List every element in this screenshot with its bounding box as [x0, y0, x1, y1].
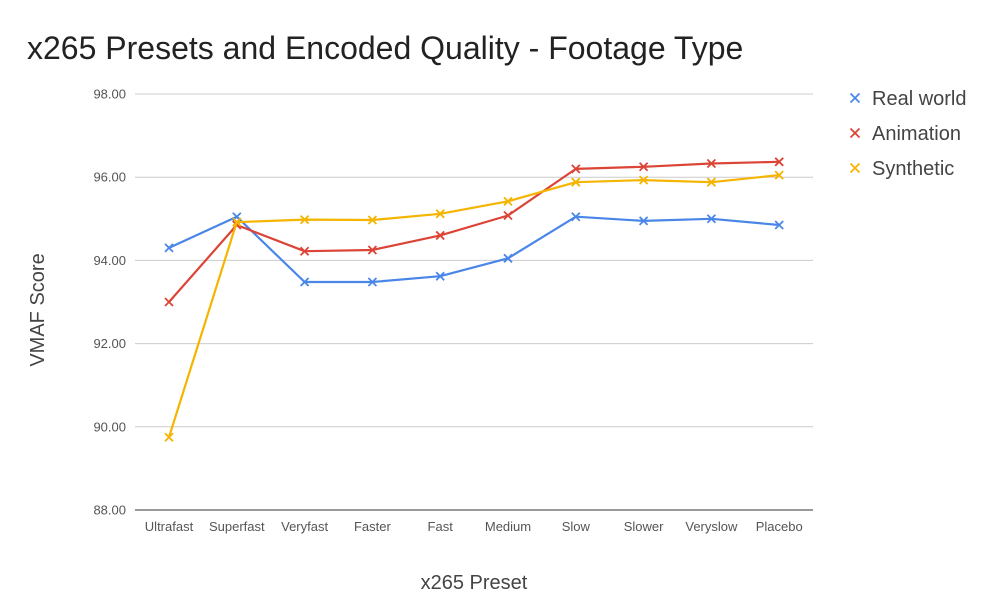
series-line [168, 160, 780, 303]
y-tick-label: 90.00 [93, 419, 126, 434]
data-point [571, 212, 581, 222]
y-tick-label: 88.00 [93, 503, 126, 518]
data-point [774, 157, 784, 167]
legend-marker [849, 127, 861, 139]
legend-label: Animation [872, 123, 961, 145]
x-tick-label: Fast [428, 519, 454, 534]
legend-item: Real world [849, 88, 966, 110]
data-point [164, 432, 174, 442]
y-axis-title: VMAF Score [27, 253, 49, 366]
x-tick-label: Slower [624, 519, 664, 534]
data-point [299, 214, 310, 225]
x-tick-label: Ultrafast [145, 519, 194, 534]
data-point [706, 158, 717, 169]
x-tick-label: Slow [562, 519, 591, 534]
data-point [503, 253, 513, 263]
y-axis-ticks: 88.00 90.00 92.00 94.00 96.00 98.00 [93, 87, 126, 518]
data-point [706, 214, 717, 224]
data-point [232, 217, 242, 227]
legend-marker [849, 92, 861, 104]
data-point [367, 277, 378, 287]
data-point [299, 246, 310, 256]
data-point [164, 297, 174, 307]
legend-label: Synthetic [872, 158, 954, 180]
y-tick-label: 94.00 [93, 253, 126, 268]
data-point [571, 177, 581, 187]
x-axis-title: x265 Preset [421, 572, 528, 594]
grid [135, 93, 813, 511]
data-point [435, 209, 445, 219]
x-axis-ticks: Ultrafast Superfast Veryfast Faster Fast Medi… [145, 519, 803, 534]
legend-item: Animation [849, 123, 961, 145]
y-tick-label: 92.00 [93, 336, 126, 351]
data-point [503, 210, 513, 221]
x-tick-label: Veryslow [685, 519, 738, 534]
x-tick-label: Medium [485, 519, 531, 534]
data-point [435, 271, 445, 281]
legend-label: Real world [872, 88, 966, 110]
data-point [638, 162, 649, 172]
data-point [367, 215, 378, 225]
legend: Real world Animation Synthetic [849, 88, 966, 180]
legend-marker [849, 162, 861, 174]
data-point [367, 245, 378, 255]
data-point [299, 277, 310, 287]
series-1 [164, 157, 784, 307]
data-point [774, 220, 784, 230]
data-point [638, 216, 649, 226]
series-2 [164, 170, 784, 442]
x-tick-label: Faster [354, 519, 392, 534]
x-tick-label: Placebo [756, 519, 803, 534]
x-tick-label: Veryfast [281, 519, 328, 534]
data-point [435, 230, 445, 241]
y-tick-label: 98.00 [93, 87, 126, 102]
series-group [164, 157, 784, 442]
data-point [706, 177, 717, 187]
data-point [774, 170, 784, 180]
data-point [164, 243, 174, 253]
series-line [167, 174, 780, 438]
chart-title: x265 Presets and Encoded Quality - Foota… [27, 30, 743, 66]
x-tick-label: Superfast [209, 519, 265, 534]
y-tick-label: 96.00 [93, 170, 126, 185]
data-point [571, 164, 581, 174]
data-point [638, 175, 649, 185]
series-line [168, 215, 780, 284]
data-point [503, 196, 513, 206]
legend-item: Synthetic [849, 158, 954, 180]
series-0 [164, 212, 784, 287]
